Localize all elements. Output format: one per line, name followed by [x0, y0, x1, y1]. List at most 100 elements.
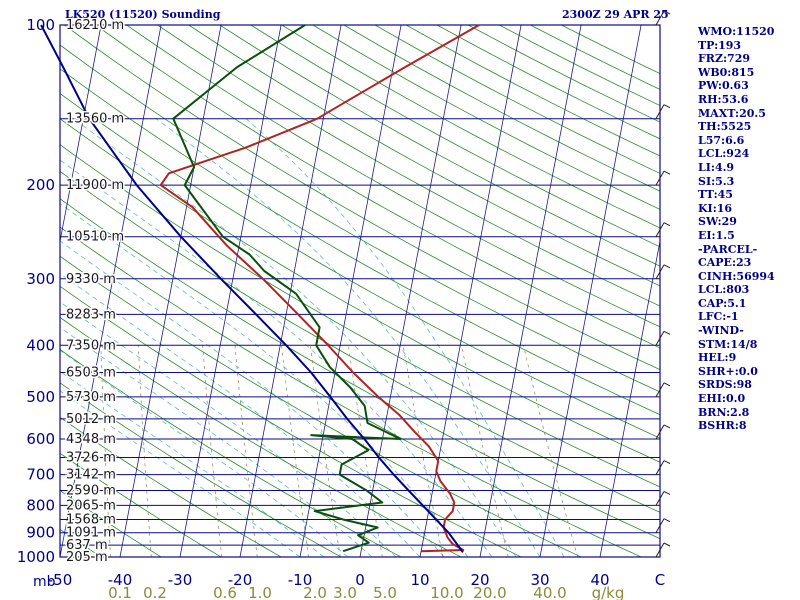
wind-barb-flag: [663, 222, 671, 227]
stat-ei: EI:1.5: [698, 228, 735, 242]
wind-barb: [655, 518, 665, 533]
height-label: 11900 m: [66, 178, 124, 193]
stat-bshr: BSHR:8: [698, 419, 747, 433]
stat-parcel-heading: -PARCEL-: [698, 242, 758, 256]
sounding-indices: WMO:11520 TP:193 FRZ:729 WB0:815 PW:0.63…: [698, 25, 798, 433]
y-tick-label: 200: [26, 176, 55, 194]
moist-adiabat: [60, 240, 445, 557]
wind-barb-flag: [663, 460, 671, 465]
moist-adiabat: [60, 272, 421, 557]
height-label: 5730 m: [66, 390, 116, 405]
mixing-ratio-label: 5.0: [373, 584, 397, 600]
height-label: 5012 m: [66, 412, 116, 427]
moist-adiabat: [155, 118, 541, 557]
isotherm: [60, 25, 162, 557]
wind-barb: [655, 382, 665, 398]
height-label: 205 m: [66, 550, 108, 565]
stat-frz: FRZ:729: [698, 52, 751, 66]
wind-barb-flag: [663, 518, 671, 523]
height-label: 3142 m: [66, 468, 116, 483]
isotherm: [179, 25, 282, 557]
mixing-ratio-label: 10.0: [430, 584, 463, 600]
isotherm: [60, 25, 102, 244]
stat-srds: SRDS:98: [698, 378, 752, 392]
stat-brn: BRN:2.8: [698, 405, 750, 419]
height-label: 7350 m: [66, 338, 116, 353]
y-tick-label: 800: [26, 496, 55, 514]
stat-l57: L57:6.6: [698, 133, 745, 147]
mixing-ratio-label: 0.6: [213, 584, 237, 600]
x-tick-label: 40: [590, 571, 609, 589]
isotherm: [599, 239, 660, 557]
wind-barb-flag: [663, 490, 671, 495]
x-tick-label: 20: [470, 571, 489, 589]
wind-barb-flag: [663, 382, 671, 387]
height-label: 1091 m: [66, 526, 116, 541]
moist-adiabat: [60, 370, 325, 557]
dry-adiabat: [60, 118, 660, 463]
stat-shr: SHR+:0.0: [698, 364, 758, 378]
x-tick-label: 30: [530, 571, 549, 589]
x-tick-label: 10: [410, 571, 429, 589]
stat-lcl: LCL:924: [698, 147, 750, 161]
y-tick-label: 100: [26, 16, 55, 34]
stat-pw: PW:0.63: [698, 79, 749, 93]
parcel-trace: [40, 24, 464, 553]
isotherm: [359, 25, 462, 557]
y-tick-label: 500: [26, 388, 55, 406]
wind-barb: [655, 424, 665, 440]
wind-barb-flag: [663, 10, 671, 15]
x-tick-label: -40: [108, 571, 133, 589]
x-tick-label: -10: [288, 571, 313, 589]
isotherm: [419, 25, 522, 557]
isotherm: [119, 25, 222, 557]
mixing-ratio-label: g/kg: [592, 584, 625, 600]
height-label: 10510 m: [66, 230, 124, 245]
y-tick-label: 400: [26, 336, 55, 354]
dry-adiabat: [60, 144, 660, 488]
y-tick-label: 1000: [17, 548, 55, 566]
stat-si: SI:5.3: [698, 174, 735, 188]
stat-wind-heading: -WIND-: [698, 324, 744, 338]
isotherm: [299, 25, 402, 557]
wind-barb-flag: [663, 170, 671, 175]
stat-cape: CAPE:23: [698, 256, 752, 270]
dry-adiabat: [64, 25, 660, 371]
moist-adiabat: [60, 349, 349, 557]
dry-adiabats: [60, 25, 660, 557]
stat-stm: STM:14/8: [698, 337, 758, 351]
height-label: 8283 m: [66, 307, 116, 322]
height-label: 3726 m: [66, 450, 116, 465]
stat-wmo: WMO:11520: [698, 25, 775, 38]
mixing-ratio-label: 0.2: [143, 584, 167, 600]
height-label: 2590 m: [66, 484, 116, 499]
dry-adiabat: [60, 92, 660, 439]
isotherm: [479, 25, 582, 557]
mixing-ratio-label: 3.0: [333, 584, 357, 600]
dry-adiabat: [60, 44, 660, 393]
stat-li: LI:4.9: [698, 160, 735, 174]
stat-wb0: WB0:815: [698, 65, 755, 79]
stat-parcel-lcl: LCL:803: [698, 283, 750, 297]
mixing-ratio-line: [402, 345, 444, 557]
mixing-ratio-line: [281, 345, 309, 557]
height-label: 16210 m: [66, 18, 124, 33]
wind-barb: [655, 222, 665, 237]
height-label: 2065 m: [66, 498, 116, 513]
stat-tp: TP:193: [698, 38, 742, 52]
stat-cap: CAP:5.1: [698, 296, 747, 310]
y-tick-label: 300: [26, 270, 55, 288]
stat-tt: TT:45: [698, 188, 733, 202]
moist-adiabat: [60, 326, 373, 557]
stat-ehi: EHI:0.0: [698, 392, 746, 406]
height-label: 637 m: [66, 538, 108, 553]
wind-barb: [655, 10, 665, 26]
stat-cinh: CINH:56994: [698, 269, 775, 283]
wind-barb-flag: [663, 264, 671, 269]
isobars: [59, 24, 661, 558]
mixing-ratio-label: 20.0: [473, 584, 506, 600]
stat-rh: RH:53.6: [698, 92, 749, 106]
mixing-ratio-label: 40.0: [533, 584, 566, 600]
